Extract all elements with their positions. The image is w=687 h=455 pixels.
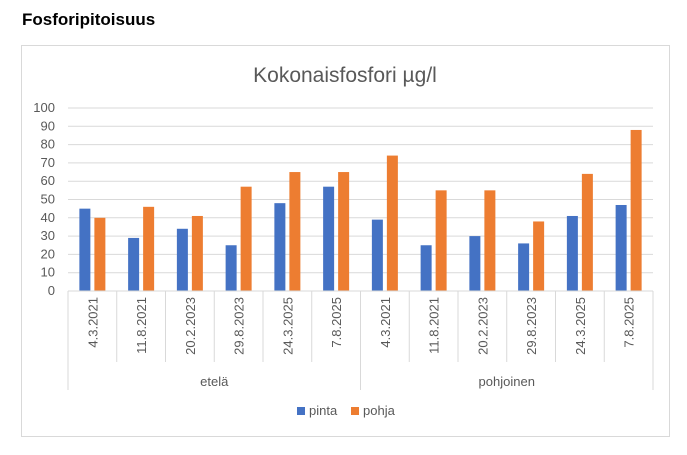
chart-title: Kokonaisfosfori µg/l [253, 64, 437, 87]
x-tick-label: 29.8.2023 [232, 297, 247, 355]
y-tick-label: 30 [41, 228, 55, 243]
y-tick-label: 50 [41, 192, 55, 207]
legend-swatch-pohja [351, 407, 359, 415]
y-tick-label: 60 [41, 173, 55, 188]
x-tick-label: 11.8.2021 [134, 297, 149, 354]
bar-pohja [191, 215, 203, 291]
y-tick-label: 100 [33, 100, 55, 115]
x-tick-label: 24.3.2025 [280, 297, 295, 355]
bar-pinta [469, 236, 481, 291]
bar-pinta [566, 215, 578, 291]
bar-pohja [581, 173, 593, 291]
bar-pohja [94, 217, 106, 291]
bars [79, 129, 642, 291]
bar-pohja [386, 155, 398, 291]
x-tick-label: 29.8.2023 [524, 297, 539, 355]
bar-pinta [128, 237, 140, 291]
legend-label-pohja: pohja [363, 403, 396, 418]
bar-pohja [338, 172, 350, 291]
y-tick-label: 80 [41, 137, 55, 152]
x-tick-label: 11.8.2021 [427, 297, 442, 354]
bar-pohja [533, 221, 545, 291]
y-tick-label: 70 [41, 155, 55, 170]
bar-pinta [420, 245, 432, 291]
x-group-label: etelä [200, 374, 229, 389]
page-heading: Fosforipitoisuus [22, 10, 156, 29]
legend-swatch-pinta [297, 407, 305, 415]
bar-pohja [143, 206, 155, 291]
bar-pohja [484, 190, 496, 291]
x-tick-label: 24.3.2025 [573, 297, 588, 355]
bar-pinta [274, 203, 286, 291]
legend-label-pinta: pinta [309, 403, 338, 418]
bar-pohja [240, 186, 252, 291]
bar-pinta [79, 208, 91, 291]
y-tick-label: 0 [48, 283, 55, 298]
bar-pohja [630, 129, 642, 291]
y-tick-label: 10 [41, 265, 55, 280]
x-group-label: pohjoinen [479, 374, 535, 389]
y-tick-label: 40 [41, 210, 55, 225]
y-tick-label: 90 [41, 118, 55, 133]
x-tick-label: 7.8.2025 [622, 297, 637, 348]
x-tick-label: 4.3.2021 [85, 297, 100, 348]
bar-pohja [435, 190, 447, 291]
y-axis-ticks: 0 10 20 30 40 50 60 70 80 90 100 [33, 100, 55, 298]
x-tick-label: 20.2.2023 [475, 297, 490, 355]
bar-pinta [371, 219, 383, 291]
bar-pinta [615, 204, 627, 291]
y-tick-label: 20 [41, 246, 55, 261]
bar-pinta [518, 243, 530, 291]
x-axis: 4.3.2021 11.8.2021 20.2.2023 29.8.2023 24.3.… [67, 290, 654, 390]
x-tick-label: 7.8.2025 [329, 297, 344, 348]
x-tick-label: 20.2.2023 [183, 297, 198, 355]
bar-pinta [323, 186, 335, 291]
x-tick-label: 4.3.2021 [378, 297, 393, 348]
bar-pinta [225, 245, 237, 291]
bar-pinta [176, 228, 188, 291]
gridlines [68, 107, 653, 292]
bar-pohja [289, 172, 301, 291]
legend: pinta pohja [297, 403, 396, 418]
